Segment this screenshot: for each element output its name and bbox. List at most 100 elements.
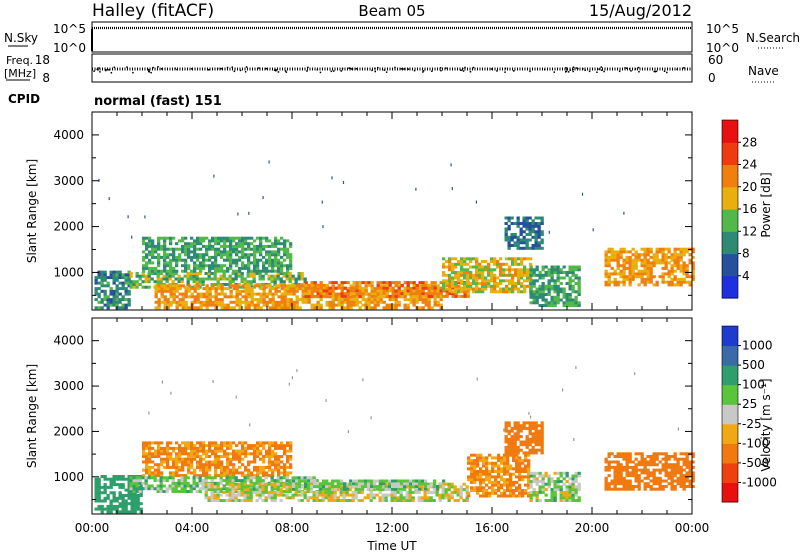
scatter-point — [634, 372, 636, 376]
heatmap-cell — [664, 255, 668, 259]
heatmap-cell — [521, 475, 525, 479]
heatmap-cell — [268, 474, 272, 478]
heatmap-cell — [472, 287, 476, 291]
heatmap-cell — [516, 244, 520, 247]
heatmap-cell — [540, 443, 544, 447]
heatmap-cell — [442, 271, 446, 274]
heatmap-cell — [562, 265, 566, 269]
heatmap-cell — [613, 272, 617, 276]
heatmap-cell — [508, 287, 512, 291]
heatmap-cell — [289, 298, 293, 302]
heatmap-cell — [485, 456, 489, 460]
heatmap-cell — [670, 280, 674, 284]
heatmap-cell — [244, 295, 248, 299]
heatmap-cell — [241, 444, 245, 448]
heatmap-cell — [220, 298, 224, 302]
heatmap-cell — [156, 277, 160, 281]
heatmap-cell — [391, 294, 395, 298]
heatmap-cell — [385, 306, 389, 310]
heatmap-cell — [387, 493, 391, 497]
scatter-point — [248, 211, 250, 215]
heatmap-cell — [196, 287, 200, 291]
heatmap-cell — [165, 490, 169, 493]
heatmap-cell — [430, 289, 434, 293]
heatmap-cell — [217, 284, 221, 288]
heatmap-cell — [448, 284, 452, 288]
heatmap-cell — [664, 455, 668, 458]
heatmap-cell — [175, 441, 179, 445]
heatmap-cell — [226, 306, 230, 310]
heatmap-cell — [229, 244, 233, 248]
heatmap-cell — [528, 421, 532, 425]
heatmap-cell — [150, 277, 154, 281]
heatmap-cell — [643, 261, 647, 265]
heatmap-cell — [331, 281, 335, 285]
heatmap-cell — [537, 227, 541, 231]
heatmap-cell — [253, 264, 257, 268]
scatter-point — [475, 200, 477, 204]
heatmap-cell — [172, 253, 176, 257]
heatmap-cell — [130, 510, 134, 514]
heatmap-cell — [479, 494, 483, 498]
heatmap-cell — [388, 294, 392, 298]
heatmap-cell — [141, 476, 145, 480]
heatmap-cell — [312, 493, 316, 497]
heatmap-cell — [568, 279, 572, 283]
heatmap-cell — [385, 479, 389, 483]
heatmap-cell — [502, 273, 506, 277]
heatmap-cell — [454, 292, 458, 296]
heatmap-cell — [187, 457, 191, 461]
heatmap-cell — [502, 271, 506, 274]
heatmap-cell — [535, 301, 539, 305]
heatmap-cell — [109, 270, 113, 274]
heatmap-cell — [231, 272, 235, 275]
heatmap-cell — [382, 306, 386, 310]
heatmap-cell — [349, 286, 353, 290]
heatmap-cell — [255, 272, 259, 275]
nsearch-label: N.Search — [746, 31, 800, 45]
heatmap-cell — [181, 441, 185, 445]
heatmap-cell — [400, 482, 404, 486]
heatmap-cell — [226, 303, 230, 307]
heatmap-cell — [229, 253, 233, 257]
heatmap-cell — [181, 269, 185, 273]
heatmap-cell — [355, 295, 359, 299]
heatmap-cell — [574, 276, 578, 280]
heatmap-cell — [130, 499, 134, 503]
heatmap-cell — [223, 258, 227, 262]
heatmap-cell — [127, 276, 131, 280]
heatmap-cell — [352, 286, 356, 290]
heatmap-cell — [661, 255, 665, 259]
heatmap-cell — [327, 496, 331, 500]
heatmap-cell — [421, 281, 425, 285]
heatmap-cell — [646, 266, 650, 270]
heatmap-cell — [370, 300, 374, 304]
heatmap-cell — [523, 287, 527, 291]
heatmap-cell — [115, 292, 119, 296]
heatmap-cell — [118, 281, 122, 285]
heatmap-cell — [568, 298, 572, 302]
heatmap-cell — [556, 273, 560, 277]
heatmap-cell — [127, 284, 131, 288]
heatmap-cell — [157, 258, 161, 262]
heatmap-cell — [238, 289, 242, 293]
heatmap-cell — [340, 300, 344, 304]
heatmap-cell — [277, 295, 281, 299]
heatmap-cell — [676, 471, 680, 475]
heatmap-cell — [490, 279, 494, 283]
heatmap-cell — [148, 441, 152, 445]
heatmap-cell — [316, 292, 320, 296]
heatmap-cell — [607, 482, 611, 486]
heatmap-cell — [508, 282, 512, 285]
heatmap-cell — [406, 303, 410, 307]
heatmap-cell — [525, 222, 529, 225]
heatmap-cell — [475, 260, 479, 263]
heatmap-cell — [523, 279, 527, 283]
heatmap-cell — [679, 250, 683, 254]
heatmap-cell — [613, 250, 617, 254]
heatmap-cell — [649, 255, 653, 259]
heatmap-cell — [429, 485, 433, 489]
heatmap-cell — [241, 250, 245, 254]
heatmap-cell — [202, 444, 206, 448]
heatmap-cell — [190, 255, 194, 259]
